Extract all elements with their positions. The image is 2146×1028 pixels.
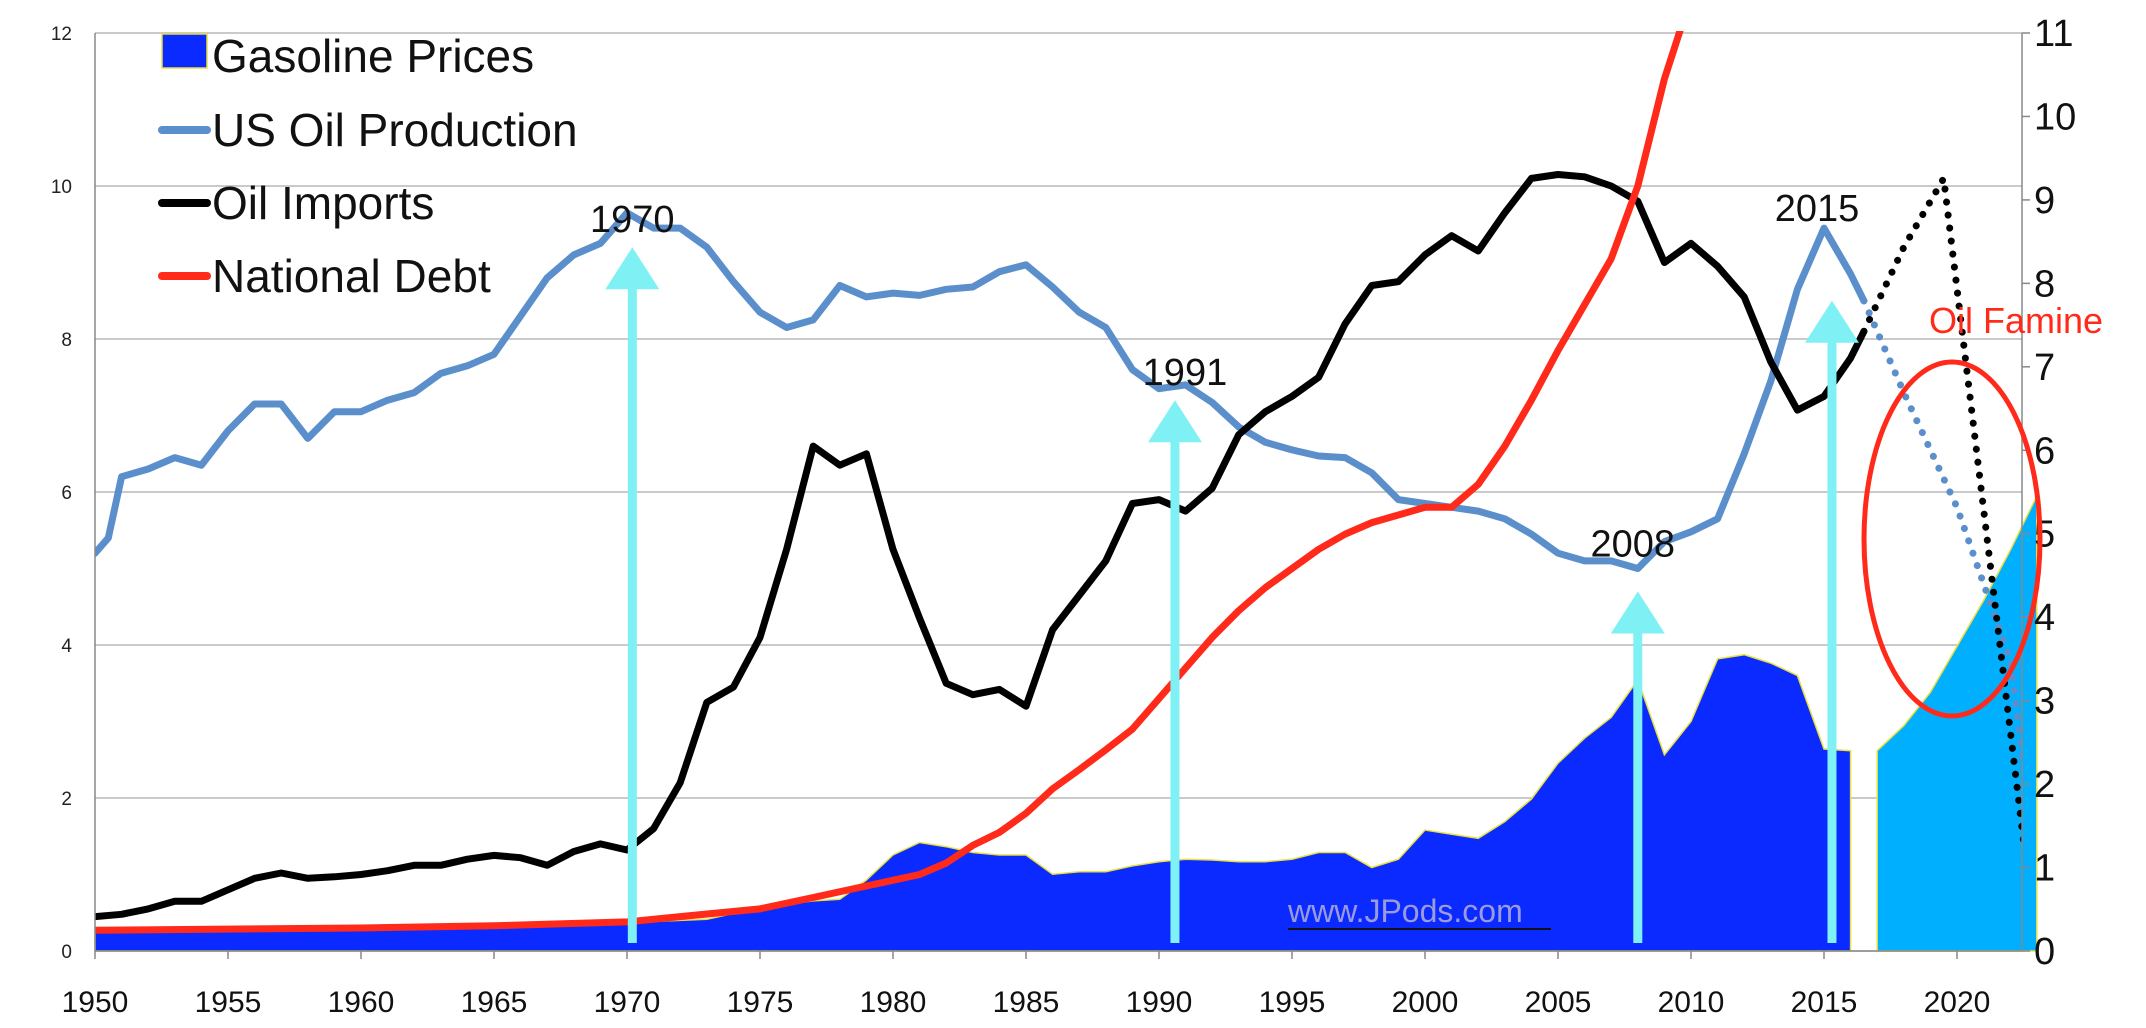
y-left-tick-label: 8 <box>61 330 72 351</box>
x-tick-label: 1955 <box>195 986 262 1019</box>
annotation-year-label: 2008 <box>1591 523 1676 565</box>
y-left-tick-label: 4 <box>61 636 72 657</box>
line-series <box>95 209 1868 572</box>
y-right-tick-label: 0 <box>2034 931 2055 973</box>
x-tick-label: 1990 <box>1126 986 1193 1019</box>
legend-label: National Debt <box>212 250 491 302</box>
y-right-tick-label: 2 <box>2034 764 2055 806</box>
y-right-tick-label: 10 <box>2034 96 2076 138</box>
y-left-tick-label: 10 <box>51 177 72 198</box>
y-right-tick-label: 6 <box>2034 430 2055 472</box>
y-right-tick-label: 8 <box>2034 263 2055 305</box>
annotation-arrow-head <box>1147 400 1202 443</box>
annotation-year-label: 2015 <box>1775 188 1860 230</box>
x-tick-label: 1970 <box>594 986 661 1019</box>
legend-label: Oil Imports <box>212 177 434 229</box>
x-tick-label: 1960 <box>328 986 395 1019</box>
x-tick-label: 2015 <box>1791 986 1858 1019</box>
legend-swatch-area <box>161 33 208 69</box>
annotation-year-label: 1991 <box>1143 352 1228 394</box>
y-right-tick-label: 11 <box>2034 13 2073 55</box>
x-tick-label: 1995 <box>1259 986 1326 1019</box>
annotation-arrow-head <box>1610 591 1665 634</box>
area-series <box>1876 495 2038 952</box>
annotation-arrow-head <box>605 247 660 290</box>
line-series <box>95 31 1684 934</box>
y-right-tick-label: 3 <box>2034 681 2055 723</box>
x-tick-label: 2010 <box>1658 986 1725 1019</box>
y-right-tick-label: 7 <box>2034 347 2055 389</box>
x-tick-label: 1975 <box>727 986 794 1019</box>
y-left-tick-label: 0 <box>61 942 72 963</box>
line-series <box>1860 297 2022 780</box>
x-tick-label: 1950 <box>62 986 129 1019</box>
y-right-tick-label: 1 <box>2034 848 2055 890</box>
area-series <box>94 653 1852 952</box>
oil-famine-label: Oil Famine <box>1929 300 2103 341</box>
x-tick-label: 2000 <box>1392 986 1459 1019</box>
x-tick-label: 2005 <box>1525 986 1592 1019</box>
y-left-tick-label: 6 <box>61 483 72 504</box>
x-tick-label: 1980 <box>860 986 927 1019</box>
annotation-arrow-head <box>1804 300 1859 343</box>
line-series <box>1860 174 2022 858</box>
x-tick-label: 1985 <box>993 986 1060 1019</box>
y-left-tick-label: 2 <box>61 789 72 810</box>
y-right-tick-label: 4 <box>2034 597 2055 639</box>
x-tick-label: 1965 <box>461 986 528 1019</box>
annotation-year-label: 1970 <box>590 199 675 241</box>
y-left-tick-label: 12 <box>51 24 72 45</box>
oil-famine-ellipse <box>1861 359 2043 719</box>
y-right-tick-label: 9 <box>2034 180 2055 222</box>
watermark-link: www.JPods.com <box>1287 893 1523 929</box>
legend-label: US Oil Production <box>212 104 578 156</box>
x-tick-label: 2020 <box>1924 986 1991 1019</box>
legend-label: Gasoline Prices <box>212 30 534 82</box>
line-series <box>95 171 1868 921</box>
